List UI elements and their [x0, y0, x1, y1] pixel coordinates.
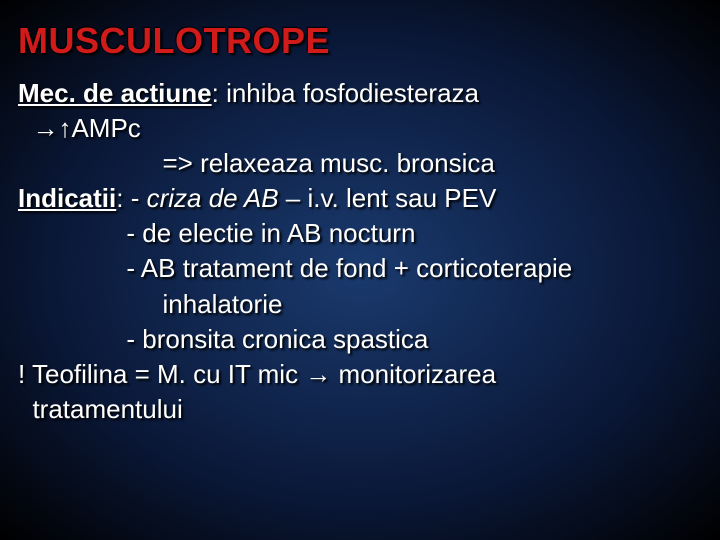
text-segment: tratamentului: [18, 394, 183, 424]
body-line-2: => relaxeaza musc. bronsica: [18, 146, 702, 181]
text-segment: ! Teofilina = M. cu IT mic → monitorizar…: [18, 359, 496, 389]
body-line-5: - AB tratament de fond + corticoterapie: [18, 251, 702, 286]
body-line-9: tratamentului: [18, 392, 702, 427]
text-segment: inhalatorie: [18, 289, 282, 319]
text-segment: Indicatii: [18, 183, 116, 213]
text-segment: Mec. de actiune: [18, 78, 212, 108]
text-segment: - de electie in AB nocturn: [18, 218, 415, 248]
text-segment: – i.v. lent sau PEV: [279, 183, 497, 213]
slide-body: Mec. de actiune: inhiba fosfodiesteraza …: [18, 76, 702, 427]
body-line-1: →↑AMPc: [18, 111, 702, 146]
text-segment: - AB tratament de fond + corticoterapie: [18, 253, 572, 283]
body-line-4: - de electie in AB nocturn: [18, 216, 702, 251]
slide-title: MUSCULOTROPE: [18, 20, 702, 62]
body-line-3: Indicatii: - criza de AB – i.v. lent sau…: [18, 181, 702, 216]
text-segment: criza de AB: [147, 183, 279, 213]
body-line-8: ! Teofilina = M. cu IT mic → monitorizar…: [18, 357, 702, 392]
text-segment: : inhiba fosfodiesteraza: [212, 78, 479, 108]
body-line-7: - bronsita cronica spastica: [18, 322, 702, 357]
text-segment: : -: [116, 183, 146, 213]
body-line-6: inhalatorie: [18, 287, 702, 322]
text-segment: →↑AMPc: [18, 113, 141, 143]
text-segment: - bronsita cronica spastica: [18, 324, 428, 354]
text-segment: => relaxeaza musc. bronsica: [18, 148, 495, 178]
body-line-0: Mec. de actiune: inhiba fosfodiesteraza: [18, 76, 702, 111]
